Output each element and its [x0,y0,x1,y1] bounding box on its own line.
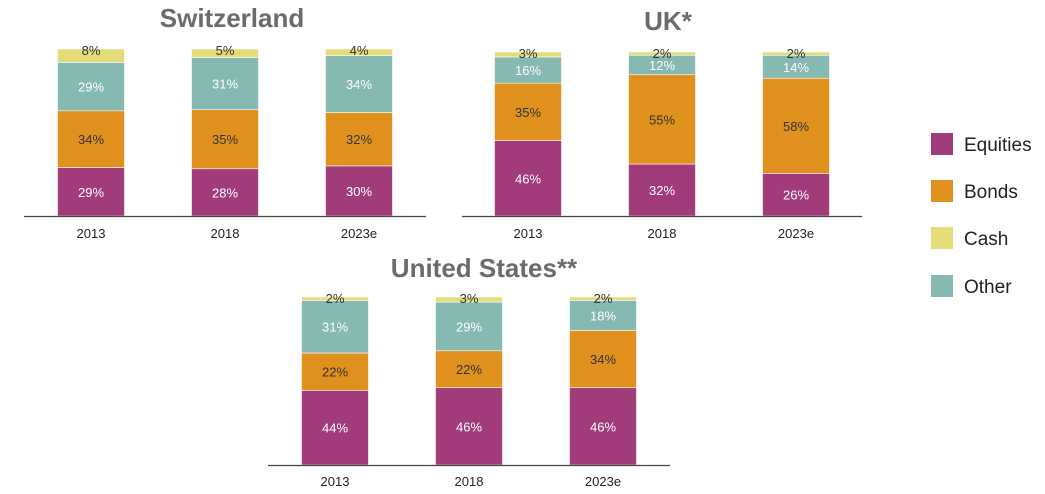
bar-segment-cash-2023e [762,51,830,56]
bar-segment-cash-2013 [57,48,125,63]
data-label-cash-2013: 3% [519,46,538,61]
bar-segment-other-2018 [191,57,259,111]
bar-segment-bonds-2013 [494,82,562,141]
bar-segment-equities-2018 [435,387,503,466]
x-tick-label: 2018 [648,226,677,241]
data-label-cash-2018: 2% [653,46,672,61]
data-label-other-2018: 31% [212,77,238,92]
bar-segment-cash-2023e [569,296,637,301]
data-label-bonds-2023e: 58% [783,119,809,134]
bar-segment-bonds-2018 [628,74,696,165]
data-label-other-2018: 29% [456,319,482,334]
legend-label-equities: Equities [964,135,1032,156]
bar-segment-bonds-2013 [301,352,369,391]
bar-segment-other-2013 [494,56,562,84]
legend-swatch-bonds [931,180,953,202]
bar-segment-cash-2018 [435,296,503,303]
data-label-bonds-2013: 35% [515,105,541,120]
x-tick-label: 2023e [341,226,377,241]
data-label-cash-2023e: 4% [350,43,369,58]
bar-segment-other-2013 [301,300,369,354]
bar-segment-equities-2018 [628,163,696,217]
data-label-equities-2013: 46% [515,171,541,186]
data-label-cash-2018: 5% [216,43,235,58]
data-label-other-2018: 12% [649,58,675,73]
bar-segment-other-2023e [569,300,637,331]
chart-united-states: United States** 44% 22% 31% 2% 2013 46% 22% 29% 3… [268,253,670,489]
x-tick-label: 2013 [514,226,543,241]
bar-segment-cash-2018 [628,51,696,56]
chart-uk: UK*46%35%16%3%201332%55%12%2%201826%58%1… [462,6,862,241]
x-tick-label: 2013 [321,474,350,489]
data-label-equities-2023e: 30% [346,184,372,199]
chart-title: United States** [391,253,578,283]
legend: Equities Bonds Cash Other [931,133,1032,298]
data-label-cash-2013: 8% [82,43,101,58]
legend-swatch-cash [931,227,953,249]
x-tick-label: 2013 [77,226,106,241]
data-label-cash-2023e: 2% [594,291,613,306]
data-label-other-2023e: 18% [590,308,616,323]
data-label-other-2023e: 34% [346,77,372,92]
bar-segment-bonds-2018 [191,109,259,170]
bar-segment-equities-2013 [301,390,369,466]
legend-label-cash: Cash [964,229,1008,250]
bar-segment-equities-2013 [57,167,125,217]
data-label-equities-2018: 28% [212,185,238,200]
data-label-bonds-2018: 35% [212,132,238,147]
data-label-other-2013: 16% [515,63,541,78]
data-label-other-2013: 31% [322,320,348,335]
data-label-bonds-2013: 34% [78,132,104,147]
bar-segment-cash-2013 [301,296,369,301]
data-label-bonds-2013: 22% [322,365,348,380]
x-tick-label: 2018 [211,226,240,241]
data-label-equities-2018: 32% [649,183,675,198]
bar-segment-bonds-2023e [762,77,830,174]
bar-segment-equities-2018 [191,168,259,217]
chart-switzerland: Switzerland 29% 34% 29% 8% 2013 28% 35% 31% 5% 201… [24,3,426,241]
chart-title: UK* [644,6,693,36]
legend-label-other: Other [964,277,1012,298]
bar-segment-cash-2023e [325,48,393,56]
data-label-bonds-2018: 22% [456,362,482,377]
data-label-equities-2023e: 26% [783,188,809,203]
bar-segment-bonds-2013 [57,110,125,168]
legend-swatch-equities [931,133,953,155]
legend-label-bonds: Bonds [964,182,1018,203]
bar-segment-equities-2023e [762,173,830,217]
bar-segment-other-2018 [435,301,503,352]
bar-segment-cash-2018 [191,48,259,58]
bar-segment-other-2023e [325,55,393,113]
data-label-cash-2018: 3% [460,291,479,306]
data-label-bonds-2023e: 34% [590,352,616,367]
x-tick-label: 2023e [585,474,621,489]
chart-title: Switzerland [160,3,304,33]
data-label-equities-2023e: 46% [590,419,616,434]
bar-segment-cash-2013 [494,51,562,58]
data-label-other-2013: 29% [78,80,104,95]
data-label-other-2023e: 14% [783,60,809,75]
bar-segment-bonds-2023e [569,330,637,389]
bar-segment-bonds-2018 [435,350,503,389]
data-label-equities-2013: 44% [322,421,348,436]
x-tick-label: 2018 [455,474,484,489]
data-label-bonds-2023e: 32% [346,132,372,147]
data-label-bonds-2018: 55% [649,112,675,127]
legend-swatch-other [931,275,953,297]
data-label-cash-2013: 2% [326,291,345,306]
bar-segment-equities-2023e [325,165,393,217]
data-label-equities-2013: 29% [78,185,104,200]
data-label-cash-2023e: 2% [787,46,806,61]
x-tick-label: 2023e [778,226,814,241]
data-label-equities-2018: 46% [456,419,482,434]
